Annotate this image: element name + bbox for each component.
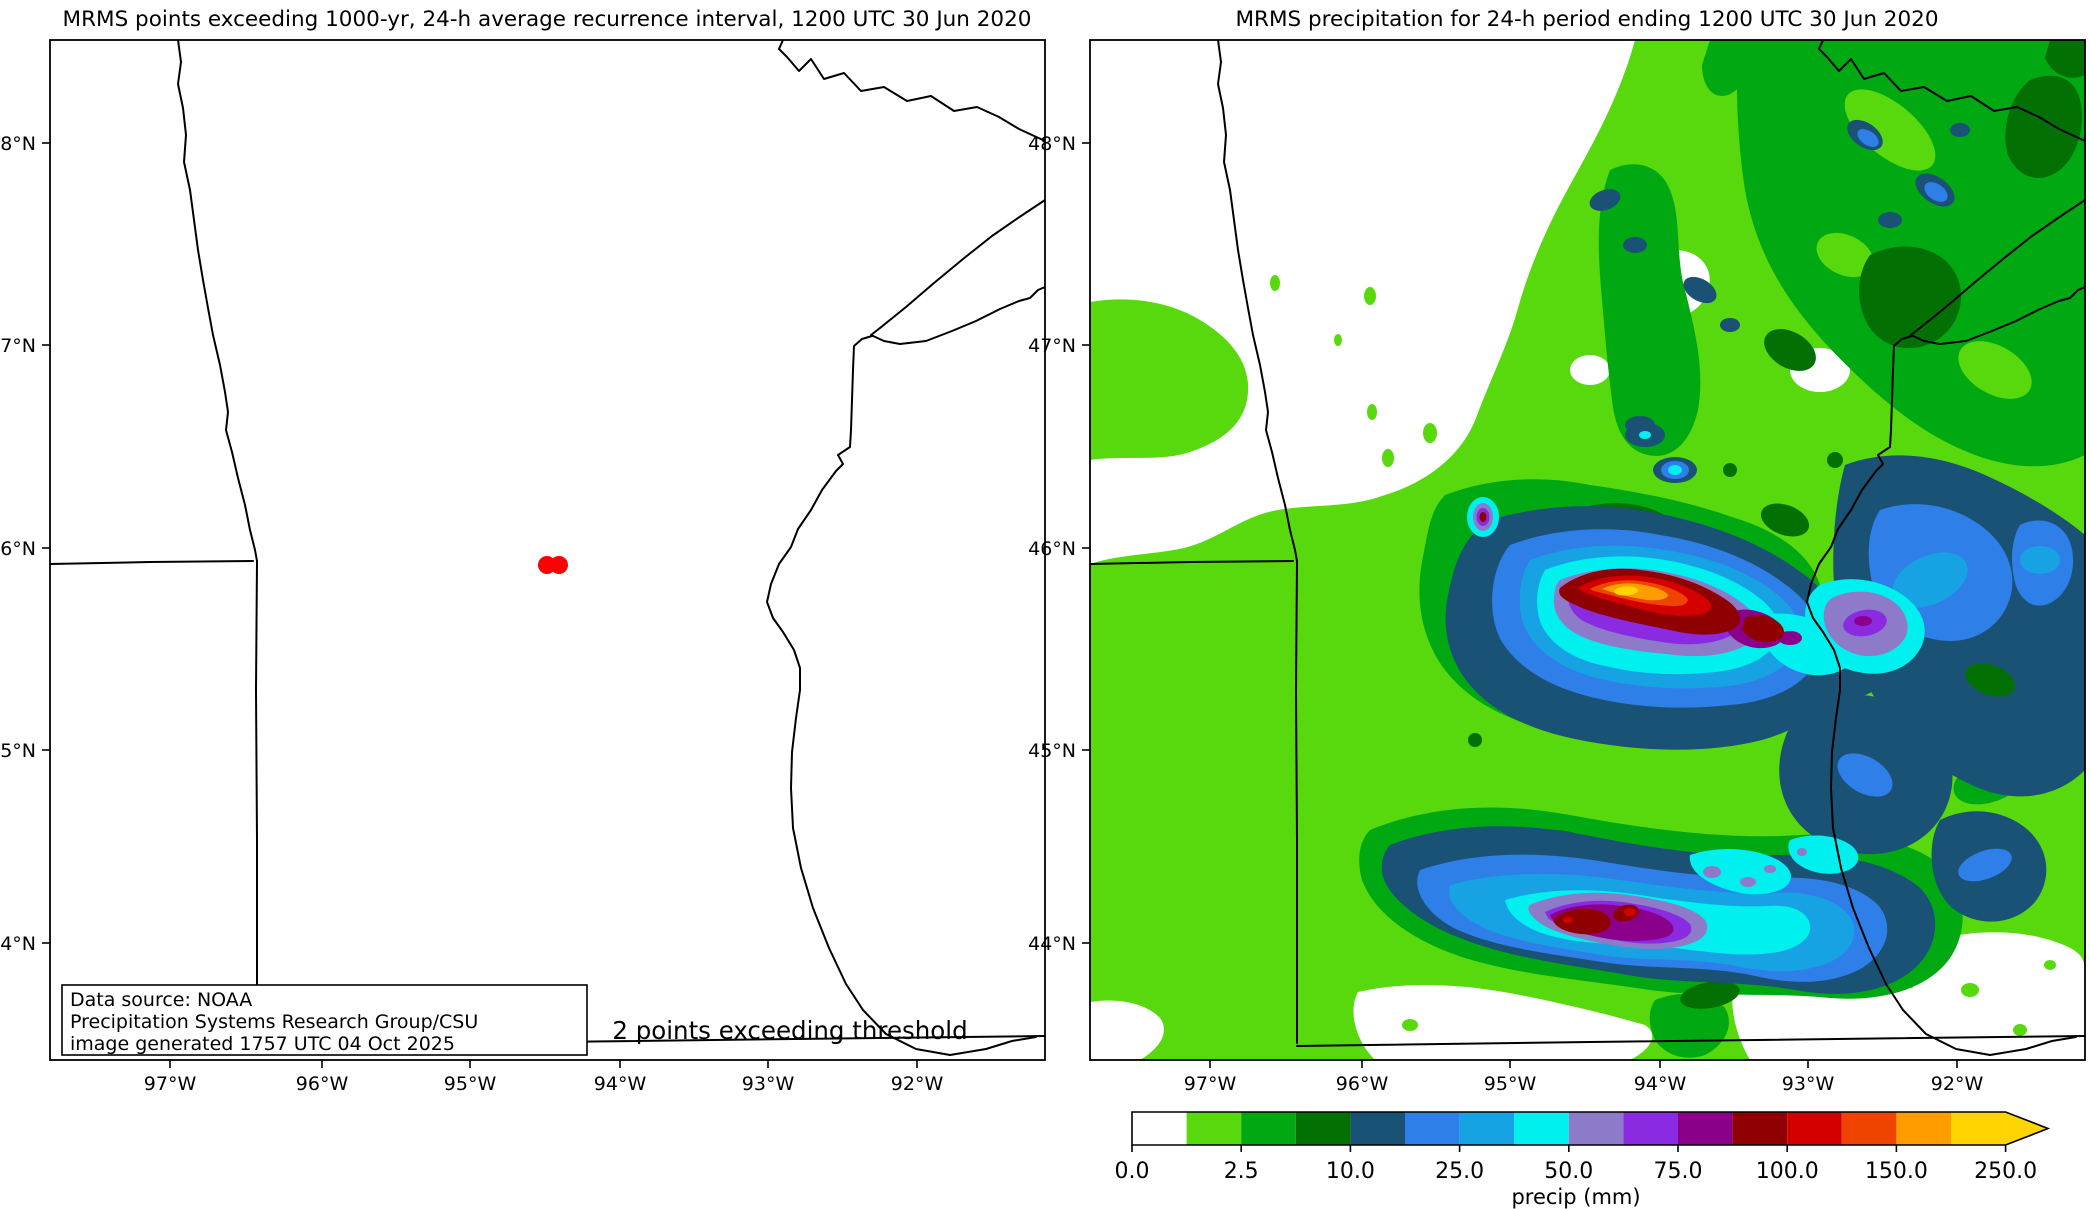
left-x-tick-labels: 97°W 96°W 95°W 94°W 93°W 92°W	[144, 1073, 944, 1095]
colorbar-tick-labels: 0.0 2.5 10.0 25.0 50.0 75.0 100.0 150.0 …	[1115, 1159, 2038, 1184]
colorbar-tick-label: 10.0	[1326, 1159, 1375, 1184]
colorbar-segment	[1678, 1112, 1733, 1145]
infobox-line-3: image generated 1757 UTC 04 Oct 2025	[70, 1033, 455, 1055]
colorbar-tick-label: 250.0	[1974, 1159, 2037, 1184]
colorbar-segment	[1186, 1112, 1242, 1145]
right-map-panel: 97°W 96°W 95°W 94°W 93°W 92°W 48°N 47°N …	[1028, 39, 2086, 1095]
colorbar-extend-arrow	[2005, 1112, 2048, 1145]
exceedance-points-marker	[538, 556, 568, 574]
colorbar-tick-label: 2.5	[1224, 1159, 1259, 1184]
y-tick-label: 44°N	[0, 933, 36, 955]
x-tick-label: 93°W	[742, 1073, 795, 1095]
colorbar-segment	[1568, 1112, 1624, 1145]
colorbar-axis-label: precip (mm)	[1511, 1185, 1640, 1209]
y-tick-label: 47°N	[0, 335, 36, 357]
x-tick-label: 93°W	[1782, 1073, 1835, 1095]
left-y-tick-labels: 48°N 47°N 46°N 45°N 44°N	[0, 133, 36, 955]
left-axes-frame	[49, 39, 1046, 1061]
threshold-annotation: 2 points exceeding threshold	[612, 1016, 967, 1045]
colorbar-segment	[1841, 1112, 1897, 1145]
x-tick-label: 96°W	[296, 1073, 349, 1095]
x-tick-label: 95°W	[444, 1073, 497, 1095]
right-axes-frame	[1089, 39, 2086, 1061]
colorbar-tick-label: 25.0	[1435, 1159, 1484, 1184]
infobox-line-1: Data source: NOAA	[70, 989, 252, 1011]
y-tick-label: 45°N	[1028, 740, 1076, 762]
x-tick-label: 97°W	[1184, 1073, 1237, 1095]
precipitation-field	[1090, 40, 2085, 1060]
x-tick-label: 97°W	[144, 1073, 197, 1095]
colorbar-tick-label: 75.0	[1654, 1159, 1703, 1184]
exceedance-point	[550, 556, 568, 574]
right-panel-title: MRMS precipitation for 24-h period endin…	[1235, 7, 1938, 32]
colorbar-segment	[1514, 1112, 1569, 1145]
left-map-background	[50, 40, 1045, 1060]
y-tick-label: 48°N	[1028, 133, 1076, 155]
colorbar-tick-label: 0.0	[1115, 1159, 1150, 1184]
colorbar-segment	[1732, 1112, 1788, 1145]
colorbar-tick-label: 50.0	[1544, 1159, 1593, 1184]
y-tick-label: 46°N	[1028, 538, 1076, 560]
colorbar-outline	[1131, 1111, 2051, 1146]
colorbar-segment	[1241, 1112, 1296, 1145]
x-tick-label: 92°W	[1931, 1073, 1984, 1095]
y-tick-label: 48°N	[0, 133, 36, 155]
y-tick-label: 44°N	[1028, 933, 1076, 955]
x-tick-label: 94°W	[1634, 1073, 1687, 1095]
colorbar-tick-label: 100.0	[1756, 1159, 1819, 1184]
colorbar-segment	[1132, 1112, 1187, 1145]
x-tick-label: 94°W	[594, 1073, 647, 1095]
colorbar-segment	[1350, 1112, 1405, 1145]
right-x-tick-labels: 97°W 96°W 95°W 94°W 93°W 92°W	[1184, 1073, 1984, 1095]
data-source-infobox: Data source: NOAA Precipitation Systems …	[61, 984, 588, 1056]
x-tick-label: 96°W	[1336, 1073, 1389, 1095]
left-panel-title: MRMS points exceeding 1000-yr, 24-h aver…	[63, 7, 1032, 32]
colorbar-tick-label: 150.0	[1865, 1159, 1928, 1184]
left-map-panel: Data source: NOAA Precipitation Systems …	[0, 39, 1046, 1095]
x-tick-label: 92°W	[891, 1073, 944, 1095]
colorbar-segment	[1787, 1112, 1842, 1145]
y-tick-label: 45°N	[0, 740, 36, 762]
colorbar-segment	[1896, 1112, 1951, 1145]
right-y-tick-labels: 48°N 47°N 46°N 45°N 44°N	[1028, 133, 1076, 955]
colorbar-ticks	[1131, 1145, 2007, 1152]
colorbar-segment	[1623, 1112, 1678, 1145]
colorbar-segment	[1405, 1112, 1460, 1145]
colorbar-segment	[1951, 1112, 2006, 1145]
precip-colorbar: 0.0 2.5 10.0 25.0 50.0 75.0 100.0 150.0 …	[1115, 1111, 2051, 1209]
colorbar-segment	[1459, 1112, 1515, 1145]
x-tick-label: 95°W	[1484, 1073, 1537, 1095]
y-tick-label: 46°N	[0, 538, 36, 560]
colorbar-segment	[1295, 1112, 1351, 1145]
y-tick-label: 47°N	[1028, 335, 1076, 357]
infobox-line-2: Precipitation Systems Research Group/CSU	[70, 1011, 478, 1033]
